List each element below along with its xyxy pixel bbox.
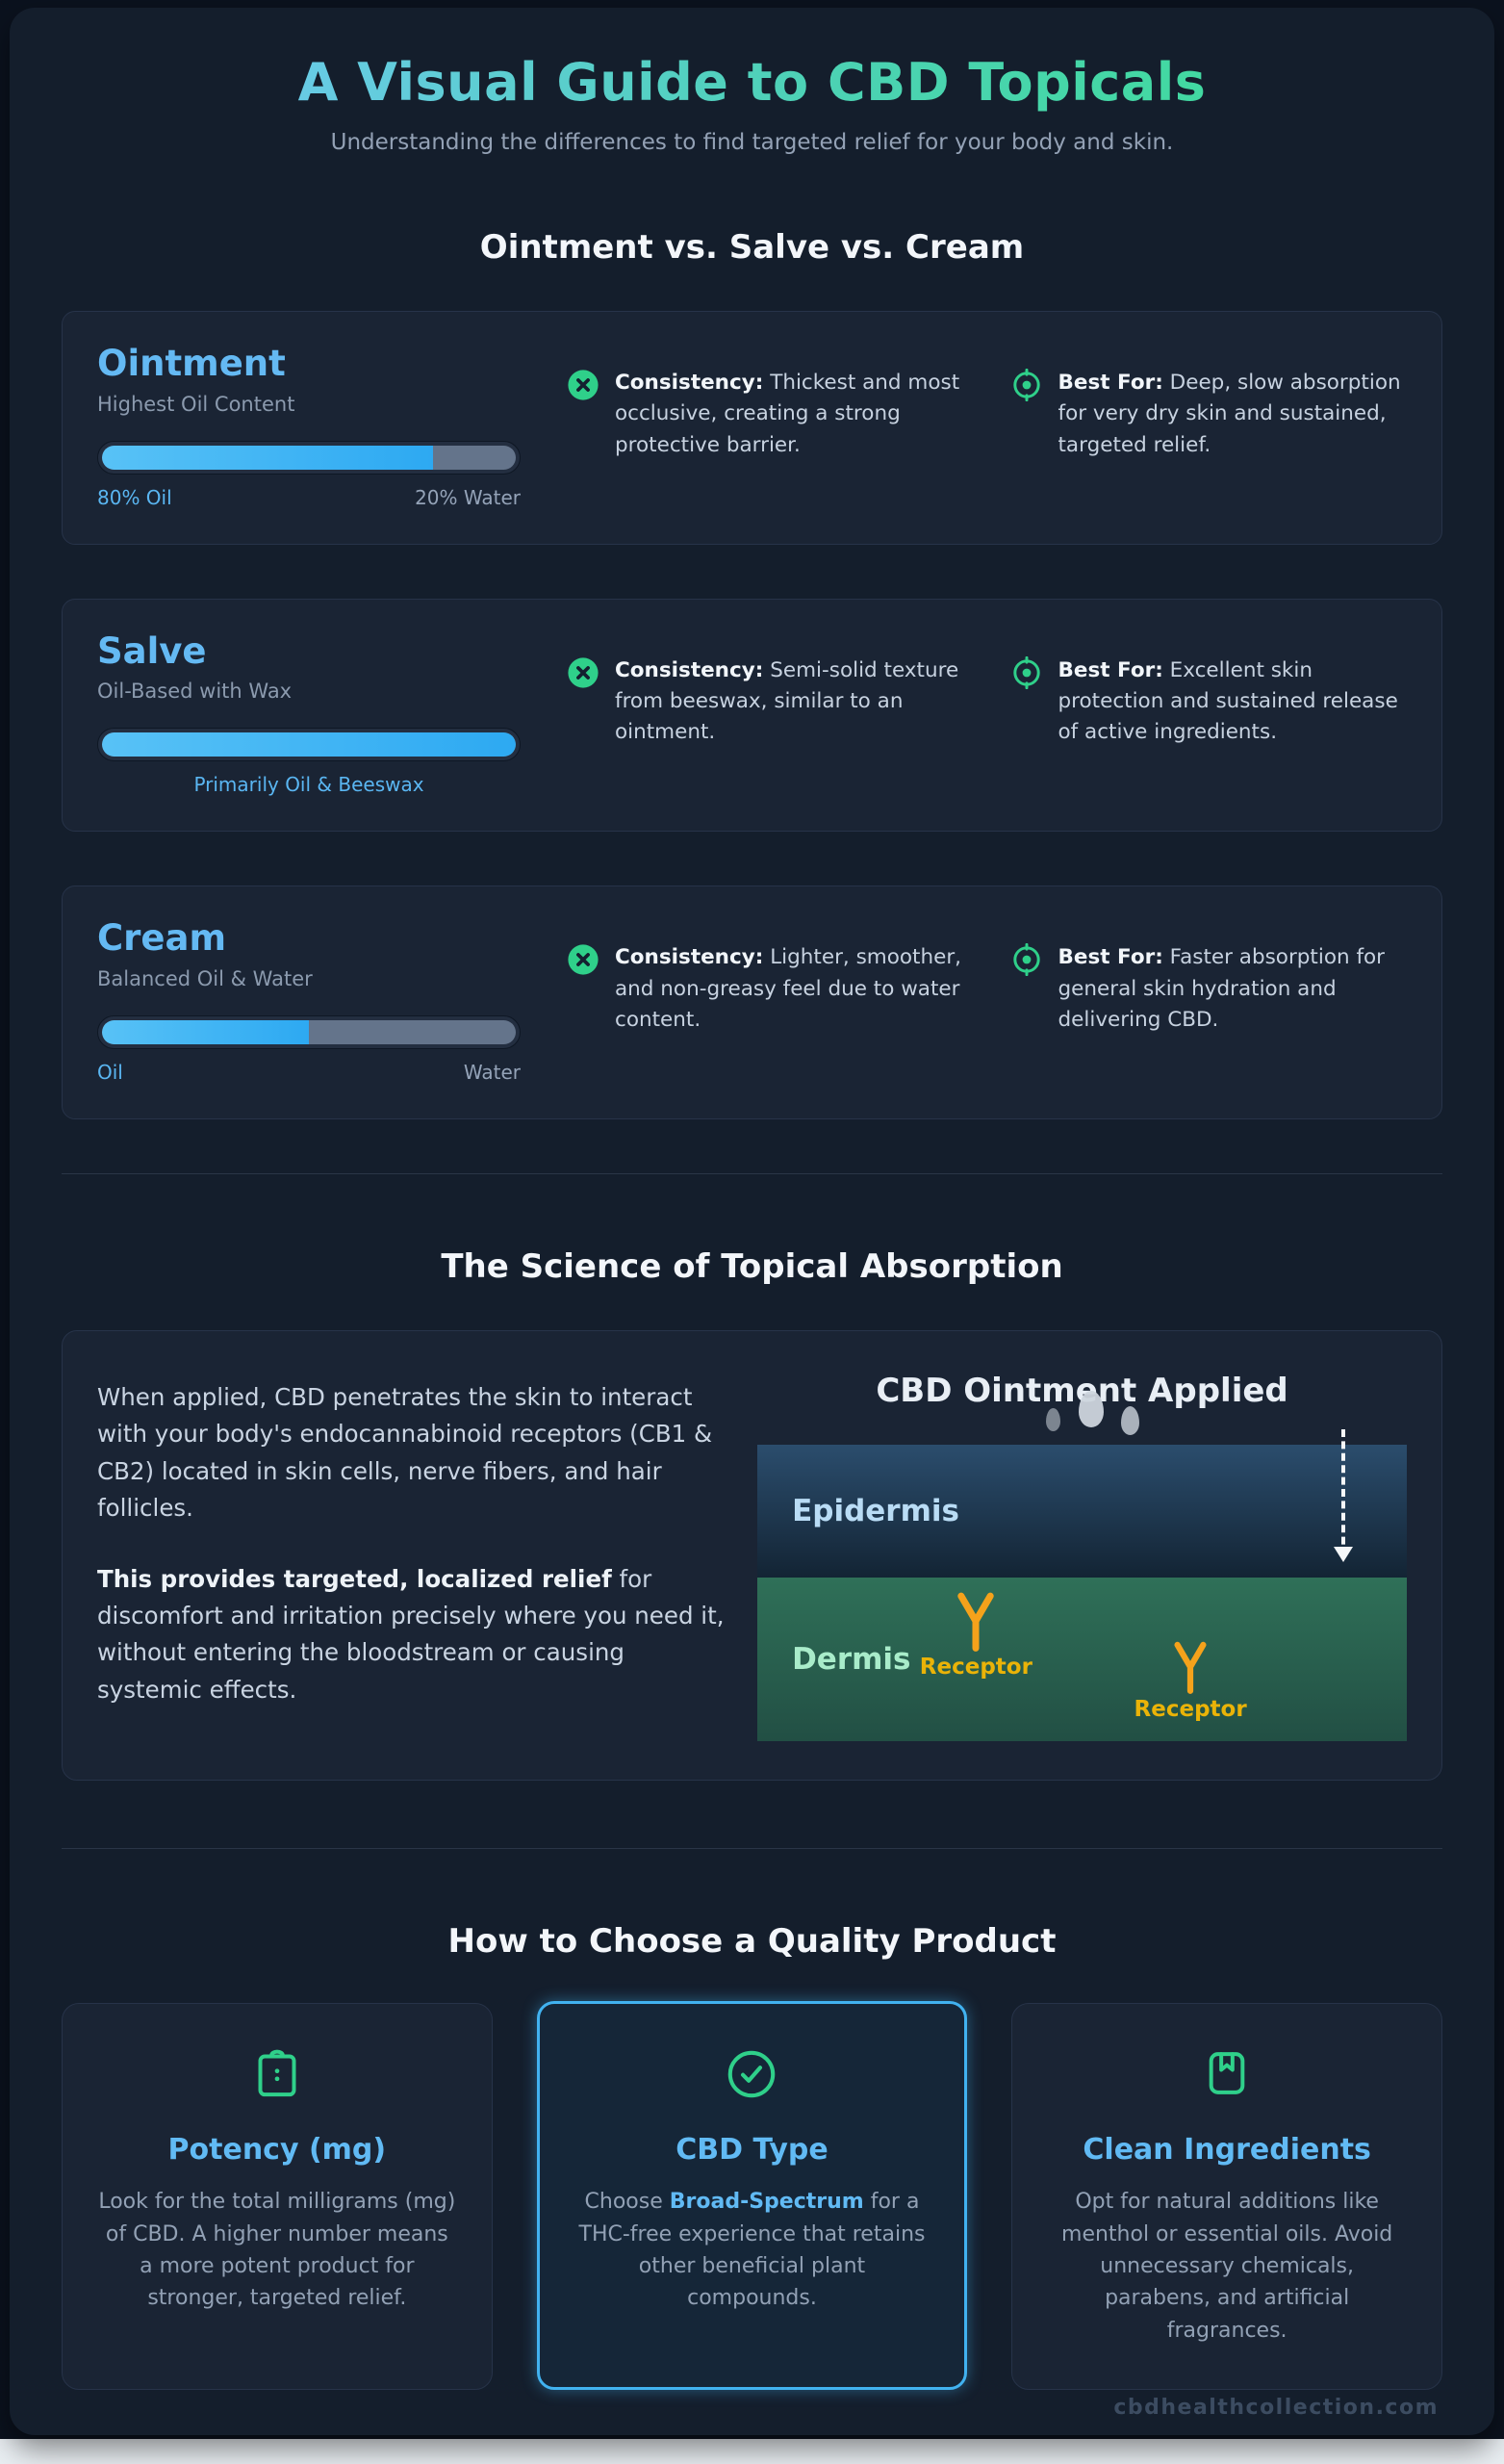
- bestfor-text: Excellent skin protection and sustained …: [1058, 657, 1398, 745]
- quality-card-title: Potency (mg): [167, 2133, 387, 2168]
- bookmark-icon: [1039, 2046, 1415, 2102]
- page-subtitle: Understanding the differences to find ta…: [330, 130, 1174, 155]
- receptor-icon: [957, 1592, 995, 1652]
- oil-water-bar: [97, 1015, 521, 1050]
- check-circle-icon: [567, 2046, 938, 2102]
- ointment-droplet: [1079, 1391, 1105, 1428]
- water-label: 20% Water: [415, 485, 521, 509]
- consistency-text: Thickest and most occlusive, creating a …: [615, 371, 960, 457]
- salve-info: Salve Oil-Based with Wax Primarily Oil &…: [97, 629, 521, 797]
- consistency-text: Lighter, smoother, and non-greasy feel d…: [615, 945, 961, 1032]
- product-title: Salve: [97, 629, 207, 672]
- consistency-block: Consistency: Semi-solid texture from bee…: [567, 632, 964, 797]
- consistency-text: Semi-solid texture from beeswax, similar…: [615, 657, 959, 745]
- bestfor-text: Deep, slow absorption for very dry skin …: [1058, 371, 1401, 457]
- broad-spectrum-highlight: Broad-Spectrum: [669, 2190, 864, 2215]
- receptor-icon: [1174, 1641, 1207, 1695]
- bestfor-block: Best For: Excellent skin protection and …: [1010, 632, 1408, 797]
- consistency-label: Consistency:: [615, 657, 764, 682]
- science-text: When applied, CBD penetrates the skin to…: [97, 1372, 732, 1741]
- infographic-container: A Visual Guide to CBD Topicals Understan…: [10, 8, 1494, 2435]
- product-title: Ointment: [97, 343, 286, 384]
- quality-card-title: Clean Ingredients: [1083, 2133, 1371, 2168]
- consistency-block: Consistency: Thickest and most occlusive…: [567, 345, 964, 509]
- quality-heading: How to Choose a Quality Product: [447, 1922, 1057, 1962]
- oil-beeswax-label: Primarily Oil & Beeswax: [193, 773, 424, 797]
- consistency-label: Consistency:: [615, 945, 764, 970]
- science-panel: When applied, CBD penetrates the skin to…: [62, 1330, 1442, 1782]
- product-subtitle: Balanced Oil & Water: [97, 967, 313, 991]
- clipboard-icon: [89, 2046, 465, 2102]
- bestfor-block: Best For: Deep, slow absorption for very…: [1010, 345, 1408, 509]
- epidermis-layer: Epidermis: [757, 1429, 1407, 1578]
- quality-card-cbd-type: CBD Type Choose Broad-Spectrum for a THC…: [536, 2001, 968, 2391]
- product-subtitle: Highest Oil Content: [97, 392, 295, 416]
- oil-label: 80% Oil: [97, 485, 172, 509]
- oil-bar-fill: [102, 1020, 309, 1045]
- science-paragraph-2-lead: This provides targeted, localized relief: [97, 1564, 612, 1593]
- receptor-1: Receptor: [920, 1585, 1032, 1680]
- skin-absorption-diagram: CBD Ointment Applied Epidermis Dermis Re…: [757, 1372, 1407, 1742]
- ointment-droplet: [1046, 1408, 1061, 1432]
- science-heading: The Science of Topical Absorption: [441, 1247, 1063, 1287]
- quality-card-potency: Potency (mg) Look for the total milligra…: [62, 2003, 493, 2391]
- skin-layers: Epidermis Dermis Receptor Receptor: [757, 1429, 1407, 1742]
- receptor-2: Receptor: [1134, 1635, 1247, 1722]
- consistency-block: Consistency: Lighter, smoother, and non-…: [567, 919, 964, 1084]
- consistency-label: Consistency:: [615, 371, 764, 395]
- science-paragraph-2-rest: for discomfort and irritation precisely …: [97, 1564, 725, 1704]
- target-icon: [1010, 943, 1043, 980]
- dermis-label: Dermis: [792, 1642, 911, 1678]
- target-icon: [1010, 655, 1043, 693]
- comparison-heading: Ointment vs. Salve vs. Cream: [479, 228, 1025, 267]
- product-title: Cream: [97, 917, 227, 960]
- dermis-layer: Dermis Receptor Receptor: [757, 1578, 1407, 1742]
- cream-info: Cream Balanced Oil & Water Oil Water: [97, 919, 521, 1084]
- target-icon: [1010, 368, 1043, 405]
- science-paragraph-1: When applied, CBD penetrates the skin to…: [97, 1383, 713, 1522]
- product-subtitle: Oil-Based with Wax: [97, 680, 293, 704]
- site-watermark: cbdhealthcollection.com: [1113, 2396, 1439, 2420]
- section-divider: [62, 1173, 1442, 1175]
- page-title: A Visual Guide to CBD Topicals: [62, 52, 1442, 113]
- section-divider: [62, 1848, 1442, 1850]
- x-circle-icon: [567, 656, 599, 693]
- ointment-droplet: [1121, 1406, 1140, 1436]
- bestfor-label: Best For:: [1058, 371, 1163, 395]
- product-card-cream: Cream Balanced Oil & Water Oil Water Con…: [62, 886, 1442, 1120]
- epidermis-label: Epidermis: [792, 1494, 959, 1529]
- quality-card-clean-ingredients: Clean Ingredients Opt for natural additi…: [1011, 2003, 1442, 2391]
- quality-card-body: Choose Broad-Spectrum for a THC-free exp…: [578, 2190, 926, 2311]
- water-label: Water: [463, 1061, 521, 1085]
- quality-card-title: CBD Type: [676, 2133, 828, 2168]
- oil-water-bar: [97, 440, 521, 475]
- science-paragraph-2: This provides targeted, localized relief…: [97, 1561, 732, 1708]
- receptor-label: Receptor: [1134, 1697, 1247, 1723]
- quality-card-body: Look for the total milligrams (mg) of CB…: [98, 2190, 456, 2311]
- product-card-salve: Salve Oil-Based with Wax Primarily Oil &…: [62, 598, 1442, 833]
- bestfor-label: Best For:: [1058, 657, 1163, 682]
- ointment-info: Ointment Highest Oil Content 80% Oil 20%…: [97, 343, 521, 509]
- quality-cards: Potency (mg) Look for the total milligra…: [62, 2001, 1442, 2391]
- bestfor-text: Faster absorption for general skin hydra…: [1058, 945, 1386, 1032]
- quality-card-body: Opt for natural additions like menthol o…: [1061, 2190, 1393, 2343]
- product-card-ointment: Ointment Highest Oil Content 80% Oil 20%…: [62, 311, 1442, 545]
- bestfor-label: Best For:: [1058, 945, 1163, 970]
- bestfor-block: Best For: Faster absorption for general …: [1010, 919, 1408, 1084]
- x-circle-icon: [567, 369, 599, 405]
- oil-water-bar: [97, 728, 521, 762]
- penetration-arrow-icon: [1334, 1429, 1353, 1563]
- oil-bar-fill: [102, 732, 516, 757]
- oil-bar-fill: [102, 445, 433, 470]
- oil-label: Oil: [97, 1061, 123, 1085]
- receptor-label: Receptor: [919, 1655, 1032, 1681]
- x-circle-icon: [567, 943, 599, 980]
